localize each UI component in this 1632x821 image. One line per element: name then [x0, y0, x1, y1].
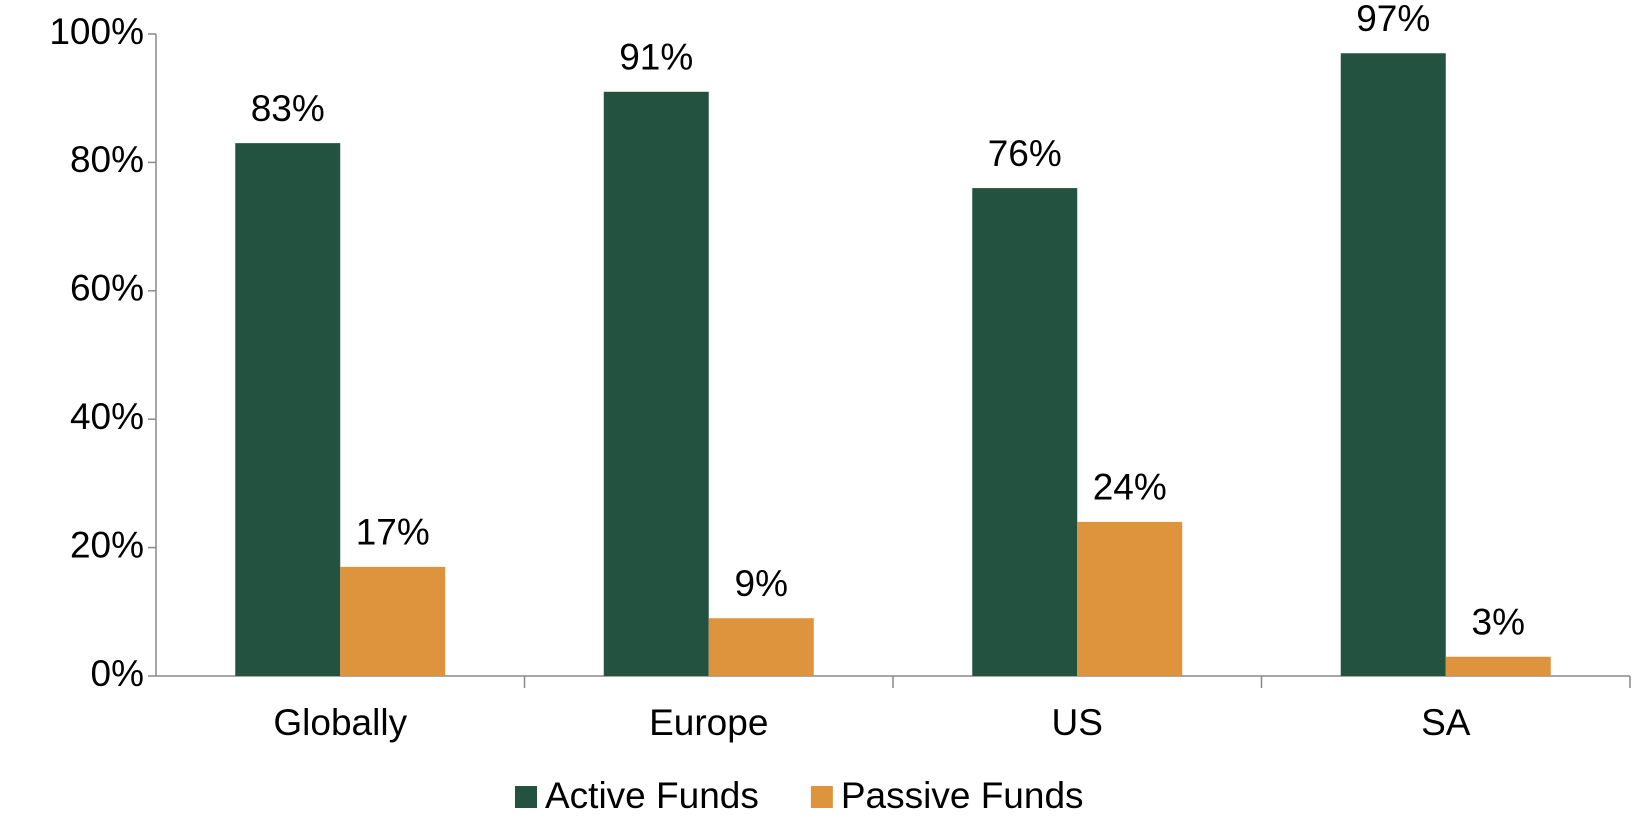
legend-label: Passive Funds [841, 775, 1084, 816]
bar [235, 143, 341, 676]
value-label: 76% [988, 133, 1062, 174]
value-label: 24% [1093, 467, 1167, 508]
x-tick-label: SA [1421, 702, 1471, 743]
bar [1445, 656, 1551, 676]
value-label: 17% [356, 512, 430, 553]
value-label: 97% [1356, 0, 1430, 39]
x-tick-label: US [1052, 702, 1103, 743]
value-label: 83% [251, 88, 325, 129]
bar [708, 618, 814, 676]
value-label: 9% [735, 563, 788, 604]
bar [603, 91, 709, 676]
y-tick-label: 20% [70, 524, 144, 565]
bar [340, 566, 446, 676]
y-tick-label: 100% [49, 11, 144, 52]
bar [1340, 53, 1446, 676]
y-tick-label: 60% [70, 268, 144, 309]
x-tick-label: Europe [649, 702, 768, 743]
legend-swatch [810, 786, 833, 808]
value-label: 3% [1472, 602, 1525, 643]
legend-label: Active Funds [545, 775, 759, 816]
y-tick-label: 0% [91, 653, 144, 694]
x-tick-label: Globally [273, 702, 407, 743]
y-tick-label: 80% [70, 139, 144, 180]
y-tick-label: 40% [70, 396, 144, 437]
legend-swatch [515, 786, 537, 808]
bar [1077, 521, 1183, 676]
value-label: 91% [619, 37, 693, 78]
bar [972, 188, 1078, 676]
